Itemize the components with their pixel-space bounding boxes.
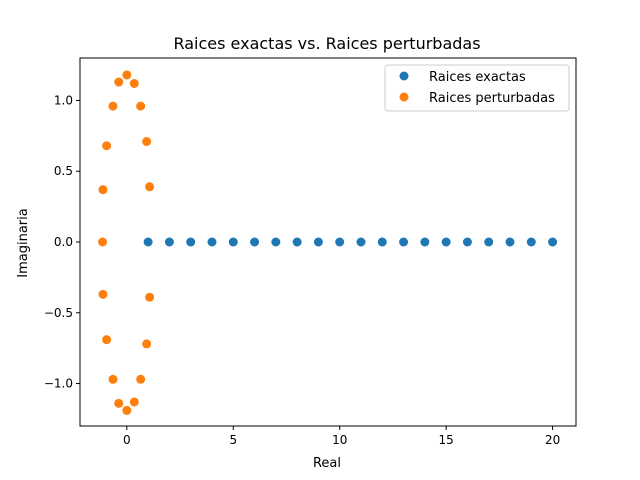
x-tick-label: 0 xyxy=(123,433,131,447)
series-1-point xyxy=(145,182,155,192)
series-0-point xyxy=(164,237,174,247)
y-axis-ticks: −1.0 −0.5 0.0 0.5 1.0 xyxy=(44,93,80,391)
series-0-point xyxy=(335,237,345,247)
series-0-point xyxy=(420,237,430,247)
legend-label: Raices perturbadas xyxy=(429,91,555,106)
series-0-point xyxy=(462,237,472,247)
series-1-point xyxy=(129,397,139,407)
series-0-point xyxy=(505,237,515,247)
series-0-point xyxy=(313,237,323,247)
series-1-point xyxy=(114,77,124,87)
series-0-point xyxy=(484,237,494,247)
series-1-point xyxy=(98,185,108,195)
series-0-point xyxy=(292,237,302,247)
series-1-point xyxy=(142,339,152,349)
series-1-point xyxy=(102,141,112,151)
x-tick-label: 20 xyxy=(545,433,560,447)
legend-box xyxy=(384,64,570,112)
series-1-point xyxy=(136,374,146,384)
series-1-point xyxy=(145,292,155,302)
series-1-point xyxy=(98,289,108,299)
chart-title: Raices exactas vs. Raices perturbadas xyxy=(173,34,480,53)
series-0-point xyxy=(377,237,387,247)
series-1-point xyxy=(136,101,146,111)
data-points xyxy=(98,70,558,415)
series-0-point xyxy=(228,237,238,247)
x-axis-label: Real xyxy=(313,456,341,471)
series-1-point xyxy=(122,405,132,415)
legend-label: Raices exactas xyxy=(429,70,526,85)
legend-marker xyxy=(399,92,409,102)
series-0-point xyxy=(548,237,558,247)
series-1-point xyxy=(142,137,152,147)
legend: Raices exactas Raices perturbadas xyxy=(384,64,570,112)
series-0-point xyxy=(271,237,281,247)
series-1-point xyxy=(122,70,132,80)
series-0-point xyxy=(143,237,153,247)
y-tick-label: 1.0 xyxy=(54,93,73,107)
series-0-point xyxy=(356,237,366,247)
series-1-point xyxy=(108,374,118,384)
series-0-point xyxy=(250,237,260,247)
x-axis-ticks: 0 5 10 15 20 xyxy=(123,426,560,447)
series-1-point xyxy=(108,101,118,111)
series-0-point xyxy=(207,237,217,247)
series-1-point xyxy=(129,78,139,88)
series-0-point xyxy=(526,237,536,247)
y-tick-label: −0.5 xyxy=(44,306,73,320)
plot-area xyxy=(80,58,576,426)
series-0-point xyxy=(441,237,451,247)
y-tick-label: 0.5 xyxy=(54,164,73,178)
series-0-point xyxy=(399,237,409,247)
series-1-point xyxy=(102,335,112,345)
series-0-point xyxy=(186,237,196,247)
y-tick-label: 0.0 xyxy=(54,235,73,249)
x-tick-label: 5 xyxy=(229,433,237,447)
y-tick-label: −1.0 xyxy=(44,377,73,391)
x-tick-label: 10 xyxy=(332,433,347,447)
series-1-point xyxy=(114,398,124,408)
legend-marker xyxy=(399,71,409,81)
series-1-point xyxy=(98,237,108,247)
y-axis-label: Imaginaria xyxy=(16,208,31,277)
x-tick-label: 15 xyxy=(439,433,454,447)
